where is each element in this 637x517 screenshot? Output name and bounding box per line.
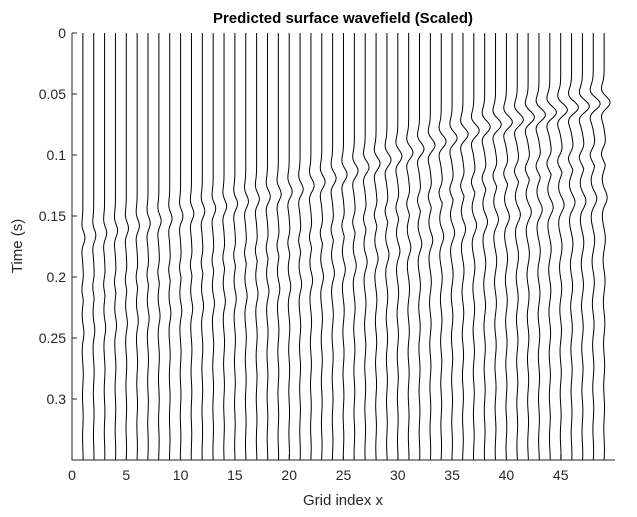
trace-line (406, 33, 414, 461)
y-tick-label: 0.3 (47, 391, 67, 407)
trace-line (503, 33, 513, 461)
x-tick-label: 0 (68, 467, 76, 483)
trace-line (600, 33, 611, 461)
y-axis-label: Time (s) (9, 219, 26, 273)
trace-line (449, 33, 458, 461)
y-axis: 0 0.05 0.1 0.15 0.2 0.25 0.3 (39, 25, 77, 407)
x-tick-label: 35 (444, 467, 460, 483)
trace-line (395, 33, 403, 461)
trace-line (103, 33, 108, 461)
trace-line (211, 33, 217, 461)
x-tick-label: 40 (499, 467, 515, 483)
trace-line (146, 33, 151, 461)
y-tick-label: 0.05 (39, 86, 66, 102)
trace-line (427, 33, 436, 461)
trace-line (276, 33, 282, 461)
trace-line (373, 33, 381, 461)
chart-title: Predicted surface wavefield (Scaled) (213, 10, 473, 27)
trace-line (492, 33, 502, 461)
trace-line (287, 33, 293, 461)
trace-line (363, 33, 370, 461)
trace-line (81, 33, 86, 461)
trace-line (352, 33, 359, 461)
x-axis-label: Grid index x (303, 492, 384, 509)
x-tick-label: 45 (553, 467, 569, 483)
x-axis: 0 5 10 15 20 25 30 35 40 45 (68, 455, 569, 483)
trace-line (330, 33, 337, 461)
trace-line (589, 33, 601, 461)
trace-line (135, 33, 140, 461)
y-tick-label: 0.2 (47, 269, 67, 285)
trace-line (481, 33, 491, 461)
y-tick-label: 0.15 (39, 208, 66, 224)
trace-line (124, 33, 129, 461)
x-tick-label: 30 (390, 467, 406, 483)
traces-group (81, 33, 611, 461)
trace-line (546, 33, 557, 460)
trace-line (578, 33, 590, 461)
trace-line (535, 33, 546, 461)
trace-line (179, 33, 184, 461)
x-tick-label: 25 (336, 467, 352, 483)
x-tick-label: 10 (173, 467, 189, 483)
trace-line (438, 33, 447, 461)
trace-line (470, 33, 480, 461)
trace-line (113, 33, 119, 461)
x-tick-label: 15 (227, 467, 243, 483)
y-tick-label: 0.1 (47, 147, 67, 163)
trace-line (200, 33, 206, 461)
trace-line (222, 33, 228, 461)
trace-line (416, 33, 425, 461)
trace-line (298, 33, 304, 461)
trace-line (341, 33, 348, 461)
x-tick-label: 20 (281, 467, 297, 483)
trace-line (233, 33, 239, 461)
trace-line (514, 33, 524, 461)
x-tick-label: 5 (122, 467, 130, 483)
trace-line (265, 33, 271, 460)
trace-line (460, 33, 469, 461)
y-tick-label: 0 (58, 25, 66, 41)
trace-line (524, 33, 535, 461)
trace-line (168, 33, 173, 460)
trace-line (254, 33, 260, 461)
trace-line (319, 33, 326, 461)
trace-line (244, 33, 249, 461)
trace-line (557, 33, 568, 461)
trace-line (384, 33, 392, 461)
trace-line (189, 33, 195, 461)
trace-line (92, 33, 97, 461)
trace-line (567, 33, 579, 461)
trace-line (157, 33, 162, 461)
y-tick-label: 0.25 (39, 330, 66, 346)
trace-line (308, 33, 315, 461)
